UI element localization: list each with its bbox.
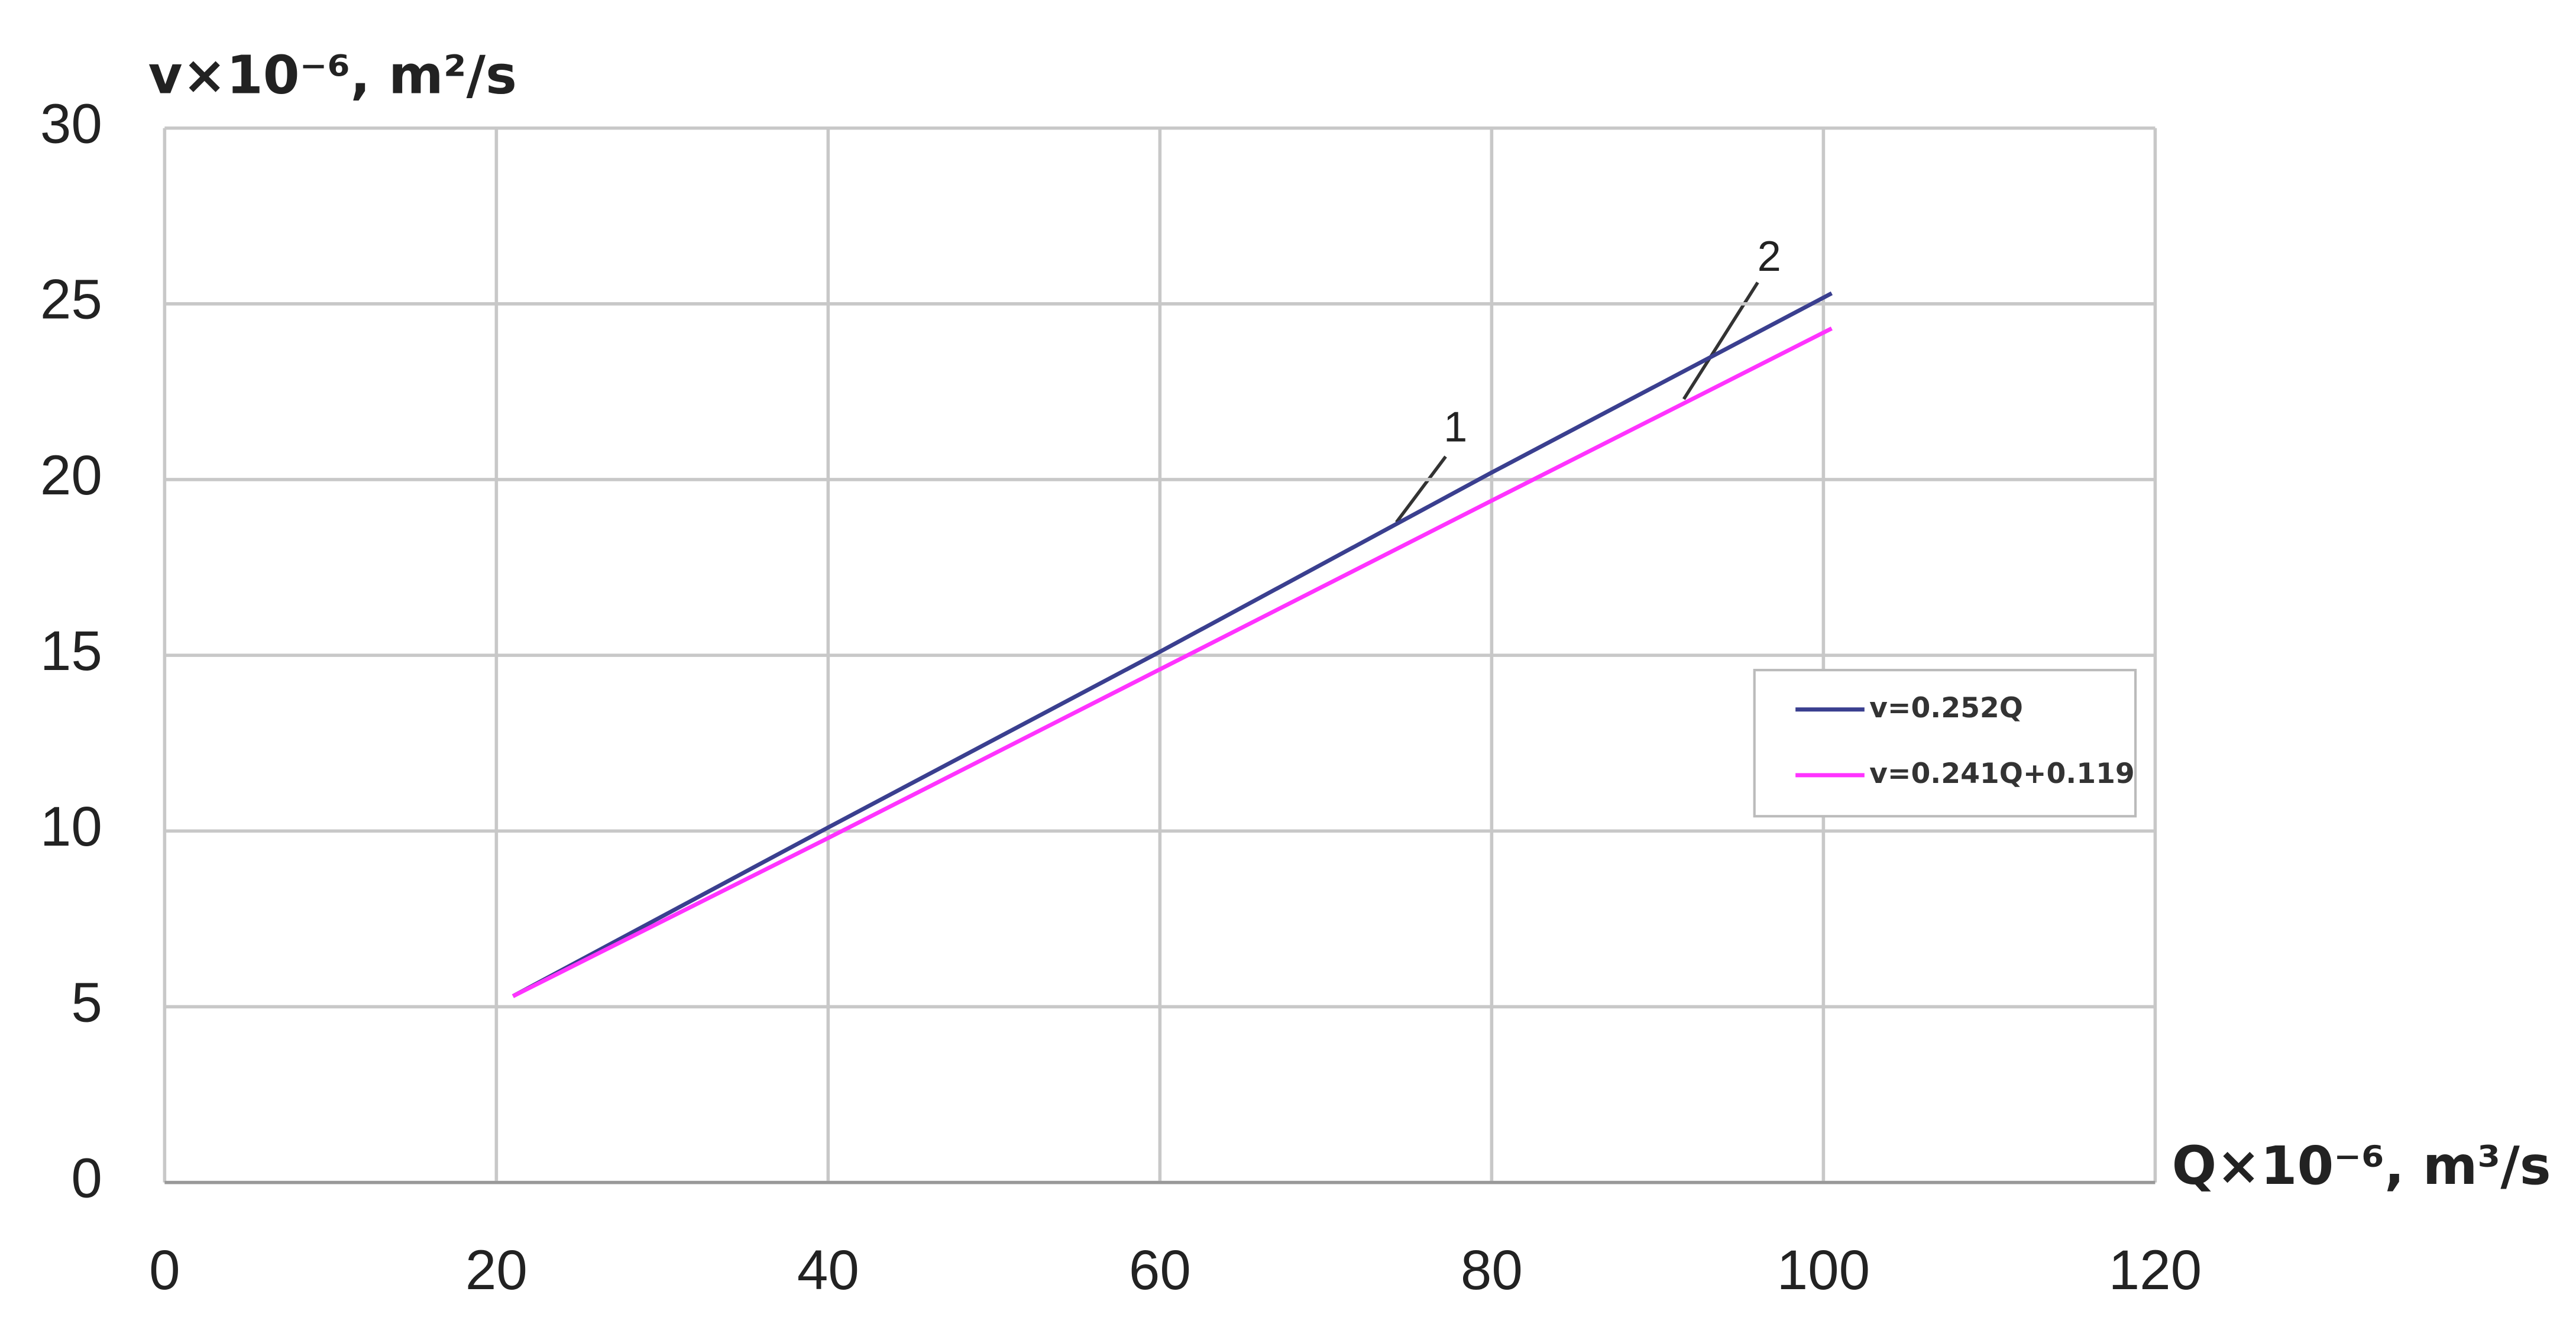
y-tick-label: 30 bbox=[40, 93, 102, 156]
annotation-leader bbox=[1682, 281, 1759, 400]
y-tick-label: 10 bbox=[40, 796, 102, 858]
legend: v=0.252Q v=0.241Q+0.119 bbox=[1753, 669, 2137, 818]
y-tick-label: 5 bbox=[71, 972, 102, 1034]
x-tick-label: 80 bbox=[1461, 1239, 1523, 1302]
x-tick-label: 60 bbox=[1129, 1239, 1191, 1302]
x-tick-label: 40 bbox=[797, 1239, 859, 1302]
legend-box bbox=[1753, 669, 2137, 818]
legend-label: v=0.252Q bbox=[1869, 692, 2023, 724]
legend-label: v=0.241Q+0.119 bbox=[1869, 758, 2135, 790]
x-tick-label: 120 bbox=[2109, 1239, 2202, 1302]
x-tick-label: 20 bbox=[465, 1239, 528, 1302]
annotation-leader bbox=[1395, 455, 1447, 523]
annotation: 1 bbox=[1444, 404, 1467, 451]
x-axis-title: Q×10⁻⁶, m³/s bbox=[2172, 1135, 2551, 1196]
y-axis-title: v×10⁻⁶, m²/s bbox=[148, 45, 517, 106]
y-tick-label: 0 bbox=[71, 1148, 102, 1210]
y-tick-label: 25 bbox=[40, 269, 102, 331]
x-tick-label: 100 bbox=[1777, 1239, 1870, 1302]
series-line bbox=[512, 291, 1833, 998]
y-tick-label: 20 bbox=[40, 445, 102, 507]
annotation: 2 bbox=[1758, 233, 1781, 280]
y-tick-label: 15 bbox=[40, 620, 102, 682]
series-line bbox=[512, 326, 1833, 998]
grid bbox=[163, 126, 2157, 1184]
x-tick-label: 0 bbox=[149, 1239, 180, 1302]
